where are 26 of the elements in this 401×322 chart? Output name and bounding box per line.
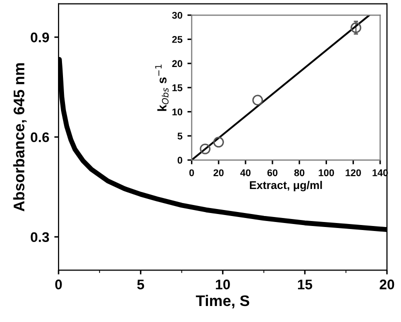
x-axis-title: Extract, μg/ml <box>250 180 322 192</box>
y-tick-label: 30 <box>172 12 182 19</box>
x-tick-label: 20 <box>380 280 394 290</box>
y-tick-label: 0.3 <box>30 232 50 242</box>
y-tick-label: 20 <box>172 60 182 68</box>
x-tick-label: 120 <box>346 169 361 176</box>
y-tick-label: 0.9 <box>30 32 50 42</box>
x-tick-label: 10 <box>216 280 230 290</box>
x-tick-label: 40 <box>240 169 251 176</box>
x-tick-label: 0 <box>189 169 194 176</box>
x-tick-label: 5 <box>137 280 144 290</box>
y-tick-label: 5 <box>178 132 182 140</box>
y-tick-label: 0 <box>178 156 182 164</box>
y-tick-label: 10 <box>172 108 182 116</box>
y-tick-label: 0.6 <box>30 132 50 142</box>
x-tick-label: 60 <box>267 169 278 176</box>
x-tick-label: 100 <box>318 169 334 176</box>
y-tick-label: 15 <box>172 84 182 92</box>
x-tick-label: 15 <box>298 280 312 290</box>
x-axis-title: Time, S <box>196 294 250 308</box>
x-tick-label: 80 <box>294 169 304 176</box>
y-axis-title: Absorbance, 645 nm <box>13 63 27 212</box>
x-tick-label: 0 <box>55 280 62 290</box>
x-tick-label: 20 <box>214 169 224 176</box>
y-axis-title: k$_{Obs}$ s$^{−1}$ <box>155 64 169 111</box>
y-tick-label: 25 <box>172 36 182 43</box>
